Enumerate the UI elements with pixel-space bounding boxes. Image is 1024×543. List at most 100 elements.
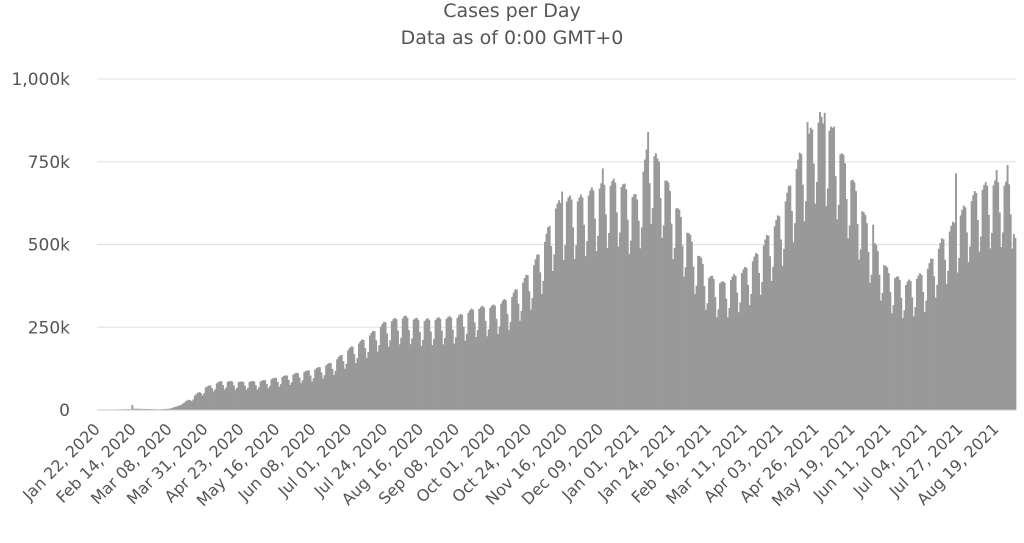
bar xyxy=(278,386,281,410)
bar xyxy=(176,406,179,410)
bar xyxy=(665,180,668,410)
bar xyxy=(461,314,464,410)
bar xyxy=(922,292,925,410)
bar xyxy=(207,385,210,410)
bar xyxy=(880,300,882,410)
bar xyxy=(795,169,798,410)
bar xyxy=(450,317,453,410)
bar xyxy=(356,358,359,410)
bar xyxy=(586,241,589,410)
bar xyxy=(329,363,332,410)
bar xyxy=(825,206,828,410)
bar xyxy=(911,297,914,410)
bar xyxy=(259,381,262,410)
bar xyxy=(295,372,298,410)
bar xyxy=(997,182,1000,410)
bar xyxy=(794,223,796,410)
bar xyxy=(442,344,445,410)
bar xyxy=(684,267,687,410)
bar xyxy=(479,306,482,410)
bar xyxy=(173,407,176,410)
bar xyxy=(848,225,851,410)
bar xyxy=(944,259,947,410)
bar xyxy=(905,284,907,410)
bar xyxy=(581,197,584,410)
y-tick-label: 0 xyxy=(59,401,70,421)
bar xyxy=(234,389,237,410)
bar xyxy=(373,331,376,410)
bar xyxy=(850,180,853,410)
bar xyxy=(675,208,678,410)
bar xyxy=(611,181,614,410)
bar xyxy=(253,381,256,410)
bar xyxy=(662,225,665,410)
bar xyxy=(692,266,695,410)
bar xyxy=(989,248,992,410)
bar xyxy=(470,308,473,410)
bar xyxy=(615,212,618,410)
bar xyxy=(778,216,781,410)
bar xyxy=(740,272,743,410)
bar xyxy=(501,300,504,410)
bar xyxy=(614,182,617,410)
bar xyxy=(489,307,492,410)
bar xyxy=(306,370,309,410)
bar xyxy=(679,217,682,410)
bar xyxy=(808,133,811,410)
bar xyxy=(972,195,975,410)
bar xyxy=(953,222,956,410)
bar xyxy=(592,190,595,410)
bar xyxy=(567,197,570,410)
bar xyxy=(222,385,224,410)
bar xyxy=(583,224,585,410)
bar xyxy=(282,376,285,410)
bar xyxy=(170,408,173,410)
bar xyxy=(976,219,979,410)
bar xyxy=(254,385,257,410)
bar xyxy=(1003,185,1006,410)
bar xyxy=(364,348,367,410)
bar xyxy=(317,367,320,410)
bar xyxy=(200,393,203,410)
bar xyxy=(656,158,659,410)
bar xyxy=(622,184,625,410)
bar xyxy=(518,320,521,410)
bar xyxy=(443,338,446,410)
bar xyxy=(994,180,997,410)
bar xyxy=(481,305,484,410)
bar xyxy=(780,239,782,410)
bar xyxy=(570,199,573,410)
bar xyxy=(597,235,600,410)
bar xyxy=(617,246,620,410)
bar xyxy=(311,381,314,410)
bar xyxy=(425,319,428,410)
bar xyxy=(587,195,590,410)
bar xyxy=(422,339,424,410)
bar xyxy=(525,274,528,410)
bar xyxy=(189,400,192,410)
bar xyxy=(856,224,859,410)
bar xyxy=(325,365,328,410)
bar xyxy=(801,184,804,410)
bar xyxy=(719,283,721,410)
bar xyxy=(634,194,637,410)
bar xyxy=(945,284,948,410)
bar xyxy=(301,380,304,410)
bar xyxy=(653,156,656,410)
y-axis-tick-labels: 0 250k 500k 750k 1,000k xyxy=(11,70,70,421)
bar xyxy=(342,361,345,410)
bar xyxy=(790,211,793,410)
bar xyxy=(640,227,643,410)
bar xyxy=(539,272,542,410)
bar xyxy=(676,208,679,410)
bar xyxy=(669,191,671,410)
bar xyxy=(664,180,667,410)
bar xyxy=(220,381,223,410)
chart-subtitle: Data as of 0:00 GMT+0 xyxy=(400,27,624,49)
bar xyxy=(526,275,529,410)
bar xyxy=(784,201,787,410)
bar xyxy=(661,237,664,410)
bar xyxy=(748,305,751,410)
bar xyxy=(708,277,711,410)
bar xyxy=(314,369,317,410)
